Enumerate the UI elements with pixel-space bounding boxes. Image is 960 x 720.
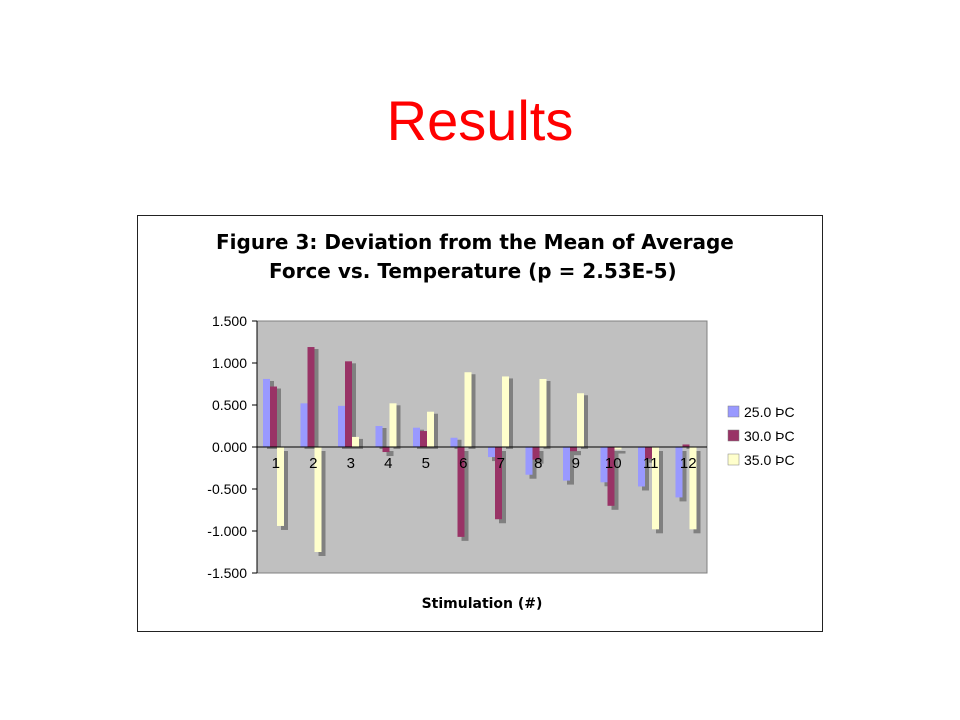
bar-2-11 — [645, 447, 652, 459]
x-category-label: 8 — [534, 455, 542, 472]
chart-frame: Figure 3: Deviation from the Mean of Ave… — [137, 215, 823, 632]
bar-3-1 — [277, 447, 284, 526]
bar-shadow — [431, 413, 438, 449]
bar-3-12 — [689, 447, 697, 530]
bar-shadow — [567, 451, 574, 485]
bar-shadow — [543, 380, 551, 449]
bar-1-3 — [338, 405, 345, 447]
bar-shadow — [356, 438, 363, 449]
legend-swatch-2 — [727, 429, 740, 442]
bar-shadow — [274, 388, 281, 449]
x-category-label: 7 — [497, 455, 505, 472]
bar-shadow — [581, 395, 588, 449]
bar-2-1 — [270, 386, 277, 447]
chart-title-line-2: Force vs. Temperature (p = 2.53E-5) — [269, 259, 677, 283]
bar-shadow — [468, 374, 476, 449]
bar-shadow — [611, 451, 619, 510]
y-tick-label: 1.000 — [212, 355, 247, 371]
legend-label-3: 35.0 ÞC — [744, 452, 795, 468]
bar-2-3 — [345, 361, 352, 447]
legend-label-2: 30.0 ÞC — [744, 428, 795, 444]
bar-1-7 — [488, 447, 495, 458]
bar-3-2 — [314, 447, 322, 552]
x-category-label: 2 — [309, 455, 317, 472]
bar-2-12 — [682, 444, 690, 447]
bar-shadow — [311, 349, 319, 449]
y-tick-label: 0.000 — [212, 439, 247, 455]
bar-shadow — [656, 451, 663, 534]
bar-shadow — [618, 451, 626, 454]
slide-title: Results — [386, 89, 574, 152]
y-tick-label: 0.500 — [212, 397, 247, 413]
bar-1-2 — [300, 403, 308, 447]
legend-label-1: 25.0 ÞC — [744, 404, 795, 420]
bar-shadow — [642, 451, 649, 491]
bar-3-6 — [464, 372, 472, 447]
x-category-label: 12 — [680, 455, 697, 472]
bar-2-7 — [495, 447, 502, 520]
bar-1-5 — [413, 427, 420, 447]
x-category-label: 1 — [272, 455, 280, 472]
bar-1-4 — [375, 426, 383, 447]
legend-swatch-1 — [727, 405, 740, 418]
bar-shadow — [318, 451, 326, 556]
bar-2-2 — [307, 347, 315, 447]
bar-shadow — [379, 428, 387, 449]
bar-2-9 — [570, 447, 577, 452]
x-category-label: 9 — [572, 455, 580, 472]
bar-shadow — [386, 451, 394, 457]
bar-3-7 — [502, 376, 509, 447]
x-category-label: 6 — [459, 455, 467, 472]
bar-shadow — [393, 405, 401, 449]
bar-3-3 — [352, 436, 359, 447]
bar-1-10 — [600, 447, 608, 483]
y-tick-label: -1.000 — [207, 523, 247, 539]
y-tick-label: 1.500 — [212, 313, 247, 329]
legend-swatch-3 — [727, 453, 740, 466]
bar-shadow — [506, 378, 513, 449]
bar-1-8 — [525, 447, 533, 475]
bar-1-12 — [675, 447, 683, 498]
chart-title-line-1: Figure 3: Deviation from the Mean of Ave… — [216, 230, 734, 254]
x-category-label: 10 — [605, 455, 622, 472]
bar-3-10 — [614, 447, 622, 450]
bar-shadow — [693, 451, 701, 534]
bar-3-5 — [427, 411, 434, 447]
y-tick-label: -0.500 — [207, 481, 247, 497]
bar-1-6 — [450, 437, 458, 447]
bar-shadow — [454, 439, 462, 449]
bar-2-8 — [532, 447, 540, 460]
bar-shadow — [679, 451, 687, 502]
bar-shadow — [536, 451, 544, 464]
bar-3-8 — [539, 378, 547, 447]
bar-3-11 — [652, 447, 659, 530]
bar-2-6 — [457, 447, 465, 537]
bar-2-5 — [420, 431, 427, 447]
x-category-label: 5 — [422, 455, 430, 472]
bar-shadow — [499, 451, 506, 524]
bar-1-11 — [638, 447, 645, 487]
bar-3-9 — [577, 393, 584, 447]
x-category-label: 11 — [643, 455, 659, 472]
x-category-label: 3 — [347, 455, 355, 472]
legend: 25.0 ÞC 30.0 ÞC 35.0 ÞC — [727, 404, 795, 468]
bar-shadow — [461, 451, 469, 541]
x-category-label: 4 — [384, 455, 392, 472]
y-tick-label: -1.500 — [207, 565, 247, 581]
bar-2-4 — [382, 447, 390, 453]
bar-1-9 — [563, 447, 570, 481]
x-axis-title: Stimulation (#) — [422, 596, 543, 612]
bar-3-4 — [389, 403, 397, 447]
bar-1-1 — [263, 378, 270, 447]
bar-shadow — [529, 451, 537, 479]
bar-2-10 — [607, 447, 615, 506]
chart: Figure 3: Deviation from the Mean of Ave… — [207, 230, 795, 612]
bar-shadow — [574, 451, 581, 456]
bar-shadow — [349, 363, 356, 449]
bar-shadow — [281, 451, 288, 530]
